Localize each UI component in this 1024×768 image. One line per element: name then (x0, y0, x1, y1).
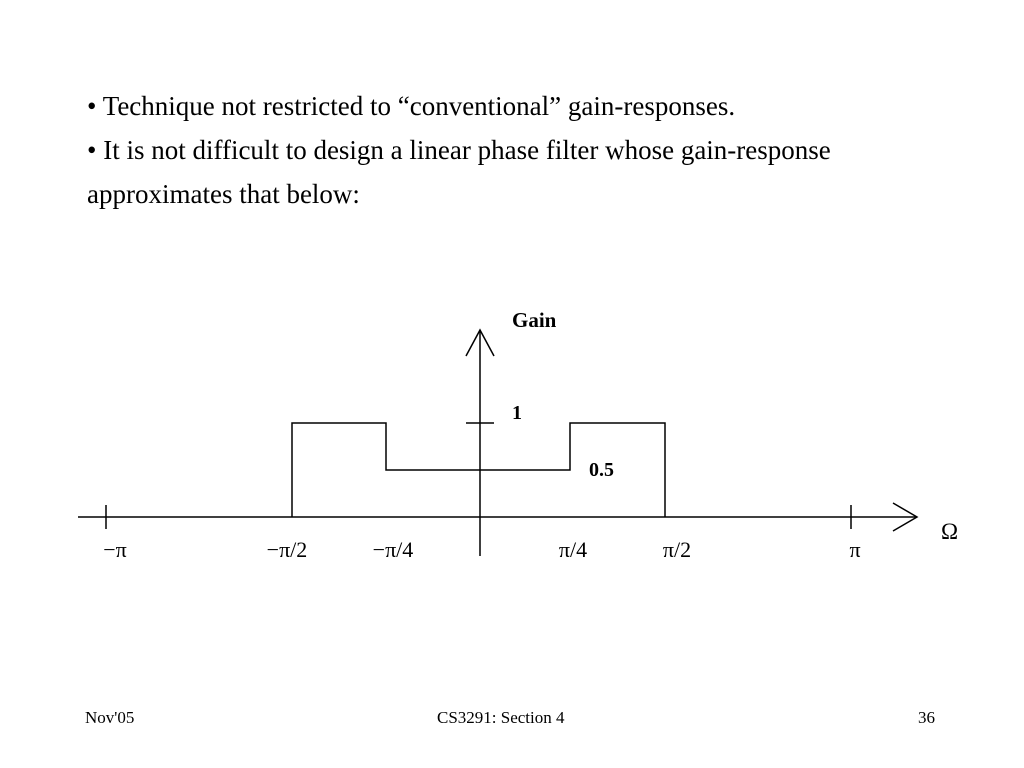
x-tick-label: −π/2 (267, 537, 308, 562)
x-tick-label: −π/4 (373, 537, 414, 562)
gain-level-05-label: 0.5 (589, 459, 614, 481)
gain-response-curve (291, 422, 666, 517)
x-axis-label: Ω (941, 519, 958, 544)
footer-page-number: 36 (918, 708, 935, 727)
footer-course: CS3291: Section 4 (437, 708, 565, 727)
bullet-2: • It is not difficult to design a linear… (87, 135, 831, 209)
x-tick-label: π (849, 537, 860, 562)
gain-level-1-label: 1 (512, 402, 522, 424)
y-axis-label: Gain (512, 308, 557, 332)
x-axis-arrowhead (892, 502, 919, 532)
y-axis-arrowhead (465, 328, 495, 357)
x-tick-label: −π (103, 537, 127, 562)
bullet-1: • Technique not restricted to “conventio… (87, 91, 736, 121)
x-tick-label: π/4 (559, 537, 587, 562)
x-tick-label: π/2 (663, 537, 691, 562)
bullet-list: • Technique not restricted to “conventio… (87, 84, 947, 216)
footer-date: Nov'05 (85, 708, 135, 727)
